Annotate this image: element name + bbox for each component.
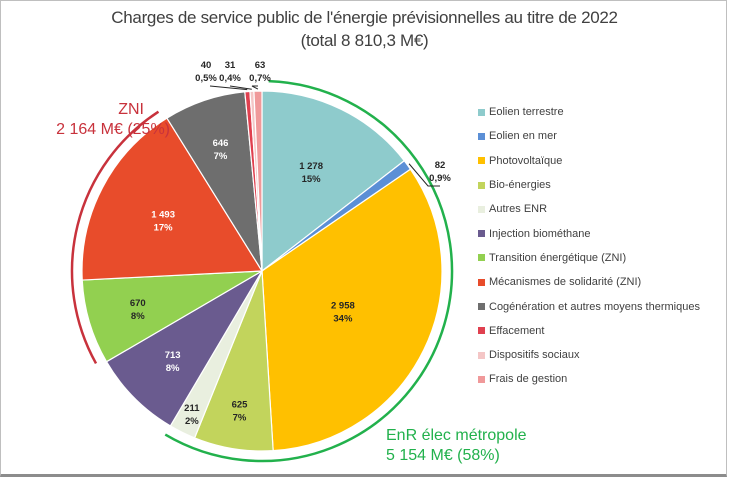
group-label-zni: ZNI 2 164 M€ (25%) (10, 100, 170, 140)
legend-label: Eolien en mer (489, 130, 557, 143)
data-label-value: 63 (255, 60, 266, 71)
legend-label: Transition énergétique (ZNI) (489, 251, 627, 264)
legend-label: Bio-énergies (489, 179, 551, 192)
legend-swatch (478, 303, 485, 311)
group-name-enr: EnR élec métropole (386, 427, 527, 444)
data-label-value: 82 (435, 160, 446, 171)
pie-slice-mecanismes-de-solidarite-zni (81, 117, 264, 281)
data-label-percent: 0,9% (429, 173, 451, 184)
pie-slice-eolien-terrestre (261, 90, 406, 273)
legend-item-frais-de-gestion: Frais de gestion (478, 367, 700, 391)
legend-item-photovoltaique: Photovoltaïque (478, 149, 700, 173)
data-label-percent: 7% (214, 151, 228, 162)
legend-swatch (478, 254, 485, 262)
legend-label: Mécanismes de solidarité (ZNI) (489, 276, 642, 289)
data-label-percent: 0,7% (249, 73, 271, 84)
leader-line-frais-de-gestion (251, 85, 259, 90)
legend-swatch (478, 205, 485, 213)
legend-swatch (478, 181, 485, 189)
pie-slice-injection-biomethane (105, 269, 264, 427)
data-label-value: 625 (232, 400, 249, 411)
group-label-enr: EnR élec métropole 5 154 M€ (58%) (386, 426, 527, 466)
pie-slice-photovoltaique (261, 168, 443, 452)
data-label-value: 40 (201, 60, 212, 71)
data-label-value: 31 (225, 60, 236, 71)
legend-label: Photovoltaïque (489, 154, 563, 167)
data-label-value: 2 958 (331, 300, 355, 311)
data-label-percent: 8% (166, 363, 180, 374)
data-label-percent: 0,5% (195, 73, 217, 84)
legend-label: Autres ENR (489, 203, 548, 216)
legend-swatch (478, 327, 485, 335)
legend-swatch (478, 278, 485, 286)
group-arc-zni (70, 110, 160, 365)
data-label-percent: 8% (131, 311, 145, 322)
leader-line-dispositifs-sociaux (229, 85, 252, 90)
data-label-value: 211 (184, 403, 200, 414)
legend-swatch (478, 230, 485, 238)
chart-subtitle: (total 8 810,3 M€) (300, 31, 429, 50)
data-label-percent: 17% (154, 222, 174, 233)
data-label-value: 1 278 (299, 161, 323, 172)
legend-item-bio-energies: Bio-énergies (478, 173, 700, 197)
group-arc-enr-elec-metropole (164, 79, 454, 463)
legend-item-mecanismes-de-solidarite-zni: Mécanismes de solidarité (ZNI) (478, 270, 700, 294)
legend-item-eolien-en-mer: Eolien en mer (478, 124, 700, 148)
legend-item-autres-enr: Autres ENR (478, 197, 700, 221)
leader-line-effacement (209, 85, 248, 91)
legend-item-cogeneration-et-autres-moyens-thermiques: Cogénération et autres moyens thermiques (478, 294, 700, 318)
data-label-value: 670 (130, 298, 146, 309)
legend-label: Injection biométhane (489, 227, 591, 240)
data-label-percent: 0,4% (219, 73, 241, 84)
legend-swatch (478, 375, 485, 383)
legend-label: Cogénération et autres moyens thermiques (489, 300, 700, 313)
legend-item-transition-energetique-zni: Transition énergétique (ZNI) (478, 246, 700, 270)
data-label-percent: 15% (302, 174, 322, 185)
legend-item-dispositifs-sociaux: Dispositifs sociaux (478, 343, 700, 367)
chart-title: Charges de service public de l'énergie p… (111, 8, 618, 27)
legend-label: Eolien terrestre (489, 106, 564, 119)
data-label-percent: 2% (185, 416, 199, 427)
legend-swatch (478, 132, 485, 140)
legend-item-effacement: Effacement (478, 319, 700, 343)
data-label-value: 713 (165, 350, 181, 361)
legend-swatch (478, 351, 485, 359)
legend-label: Effacement (489, 324, 545, 337)
data-label-percent: 34% (333, 313, 353, 324)
data-label-percent: 7% (233, 413, 247, 424)
legend-label: Frais de gestion (489, 373, 568, 386)
legend-swatch (478, 157, 485, 165)
legend-item-injection-biomethane: Injection biométhane (478, 221, 700, 245)
legend-item-eolien-terrestre: Eolien terrestre (478, 100, 700, 124)
legend-swatch (478, 108, 485, 116)
pie-slice-frais-de-gestion (253, 90, 263, 272)
group-name-zni: ZNI (118, 101, 144, 118)
leader-line-eolien-en-mer (408, 163, 440, 187)
legend-label: Dispositifs sociaux (489, 349, 580, 362)
group-summary-enr: 5 154 M€ (58%) (386, 447, 500, 464)
group-summary-zni: 2 164 M€ (25%) (56, 121, 170, 138)
legend: Eolien terrestre Eolien en mer Photovoltaï… (478, 100, 700, 392)
data-label-value: 646 (213, 138, 229, 149)
data-label-value: 1 493 (151, 209, 175, 220)
